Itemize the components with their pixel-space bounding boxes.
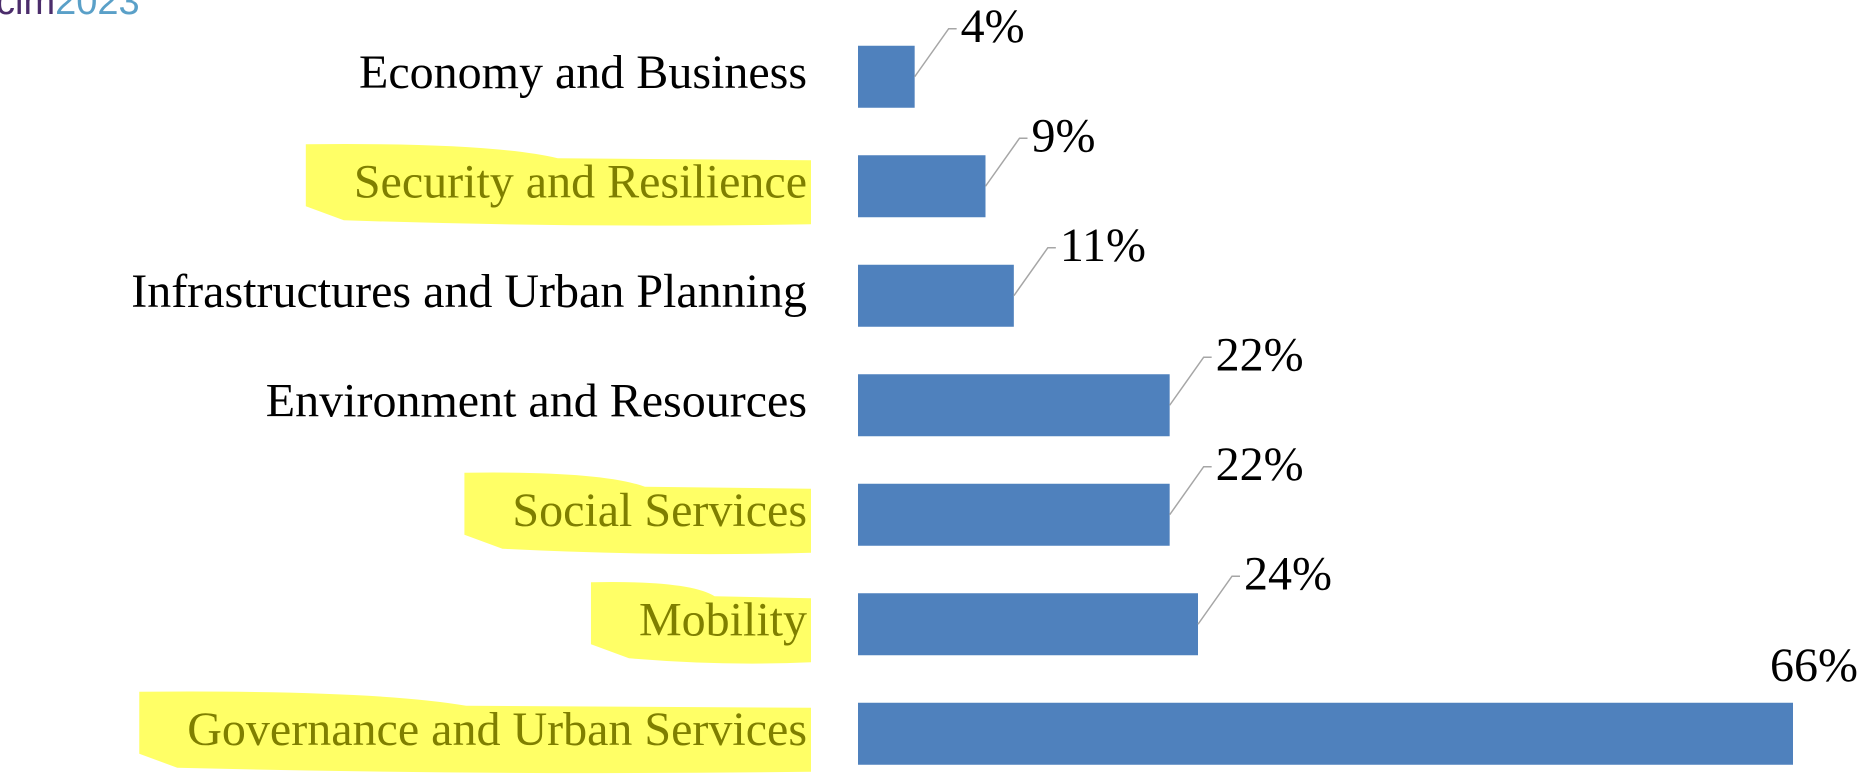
bar	[858, 155, 986, 218]
category-label: Governance and Urban Services	[187, 703, 807, 756]
category-label: Mobility	[639, 593, 807, 646]
bar	[858, 45, 915, 108]
highlight	[305, 144, 811, 226]
bar	[858, 374, 1170, 437]
highlight	[139, 691, 811, 774]
highlight	[464, 472, 811, 555]
bar	[858, 264, 1014, 327]
leader-line	[1197, 575, 1240, 625]
logo-part: cim	[0, 0, 55, 23]
logo-part: 2023	[55, 0, 140, 23]
value-label: 9%	[1032, 109, 1096, 162]
bar	[858, 593, 1198, 656]
leader-line	[1169, 466, 1212, 516]
value-label: 22%	[1216, 438, 1304, 491]
bar	[858, 702, 1793, 765]
category-label: Security and Resilience	[354, 155, 807, 208]
bar	[858, 483, 1170, 546]
category-label: Environment and Resources	[266, 374, 807, 427]
leader-line	[1169, 356, 1212, 406]
value-label: 22%	[1216, 328, 1304, 381]
category-label: Infrastructures and Urban Planning	[131, 265, 807, 318]
value-label: 4%	[961, 0, 1025, 53]
category-label: Economy and Business	[359, 46, 807, 99]
leader-line	[914, 28, 957, 78]
category-label: Social Services	[512, 484, 807, 537]
value-label: 66%	[1770, 639, 1858, 692]
leader-line	[984, 137, 1028, 187]
value-label: 24%	[1244, 547, 1332, 600]
logo: cim2023	[0, 0, 140, 23]
value-label: 11%	[1060, 219, 1146, 272]
leader-line	[1013, 247, 1056, 297]
highlight	[590, 582, 811, 664]
highlight-layer	[139, 144, 811, 774]
